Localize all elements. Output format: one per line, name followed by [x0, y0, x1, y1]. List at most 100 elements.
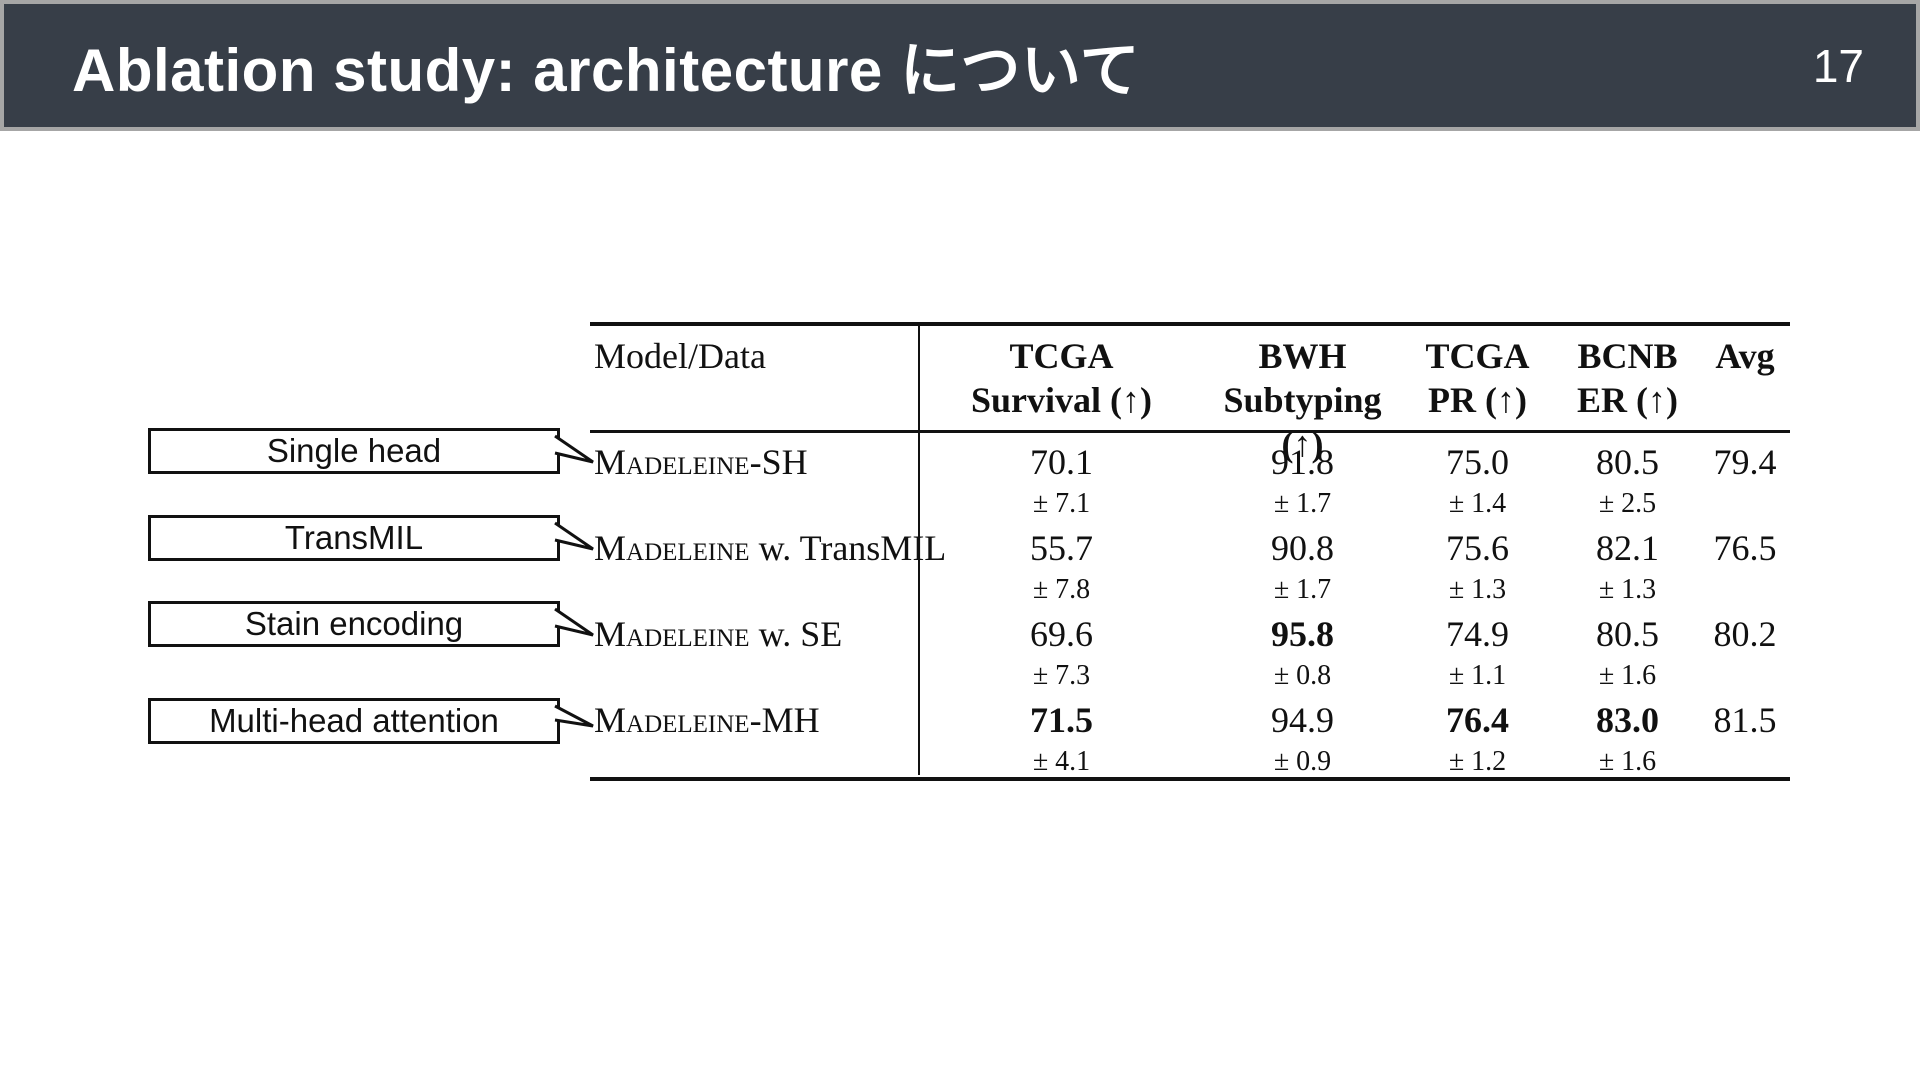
cell-value: 70.1 [1030, 442, 1093, 482]
callout-pointer-icon [554, 704, 594, 728]
cell-stddev: ± 7.8 [1032, 574, 1091, 605]
cell-value: 74.9 [1446, 614, 1509, 654]
cell-stddev: ± 1.6 [1598, 746, 1657, 777]
model-name-suffix: -SH [749, 442, 808, 482]
cell-value: 79.4 [1713, 442, 1777, 482]
column-header-tcga-pr: TCGA PR (↑) [1400, 334, 1555, 422]
model-name-smallcaps: Madeleine [594, 614, 750, 654]
table-cell: 69.6 ± 7.3 [918, 611, 1205, 695]
callout-pointer-icon [554, 521, 594, 551]
cell-value: 95.8 [1271, 614, 1334, 654]
column-header-line2: Subtyping (↑) [1223, 380, 1382, 464]
model-name-suffix: -MH [749, 700, 820, 740]
callout-label: Stain encoding [244, 605, 464, 642]
cell-stddev: ± 1.6 [1598, 660, 1657, 691]
cell-stddev: ± 0.8 [1273, 660, 1332, 691]
cell-value: 75.6 [1446, 528, 1509, 568]
cell-stddev: ± 1.2 [1448, 746, 1507, 777]
table-cell: 55.7 ± 7.8 [918, 525, 1205, 609]
table-bottom-rule [590, 777, 1790, 781]
table-vertical-rule [918, 326, 920, 775]
table-cell: 75.0 ± 1.4 [1400, 439, 1555, 523]
table-cell: 79.4 [1700, 439, 1790, 485]
column-header-avg: Avg [1700, 334, 1790, 378]
table-row: Madeleine-SH 70.1 ± 7.1 91.8 ± 1.7 75.0 ± 1… [590, 433, 1790, 519]
table-cell: 90.8 ± 1.7 [1205, 525, 1400, 609]
cell-stddev: ± 1.3 [1598, 574, 1657, 605]
cell-value: 81.5 [1713, 700, 1777, 740]
cell-value: 69.6 [1030, 614, 1093, 654]
model-name: Madeleine w. TransMIL [590, 525, 946, 571]
cell-stddev: ± 1.1 [1448, 660, 1507, 691]
table-cell: 70.1 ± 7.1 [918, 439, 1205, 523]
model-name-smallcaps: Madeleine [594, 528, 750, 568]
table-header-row: Model/Data TCGA Survival (↑) BWH Subtypi… [590, 326, 1790, 464]
cell-value: 80.5 [1596, 442, 1659, 482]
slide-title: Ablation study: architecture について [72, 37, 1141, 104]
cell-stddev: ± 7.1 [1032, 488, 1091, 519]
table-top-rule [590, 322, 1790, 326]
cell-value: 94.9 [1271, 700, 1334, 740]
table-cell: 76.4 ± 1.2 [1400, 697, 1555, 781]
cell-stddev: ± 1.7 [1273, 488, 1332, 519]
cell-value: 80.2 [1713, 614, 1777, 654]
table-cell: 76.5 [1700, 525, 1790, 571]
slide-header: Ablation study: architecture について 17 [0, 0, 1920, 131]
model-name: Madeleine w. SE [590, 611, 918, 657]
cell-value: 80.5 [1596, 614, 1659, 654]
table-row: Madeleine-MH 71.5 ± 4.1 94.9 ± 0.9 76.4 ± 1… [590, 691, 1790, 777]
table-cell: 71.5 ± 4.1 [918, 697, 1205, 781]
callout-label: Multi-head attention [209, 702, 499, 739]
callout-single-head: Single head [148, 428, 594, 474]
column-header-line1: BCNB [1577, 336, 1678, 376]
table-cell: 80.5 ± 2.5 [1555, 439, 1700, 523]
model-name-suffix: w. TransMIL [749, 528, 947, 568]
cell-stddev: ± 4.1 [1032, 746, 1091, 777]
table-cell: 91.8 ± 1.7 [1205, 439, 1400, 523]
model-name: Madeleine-SH [590, 439, 918, 485]
column-header-line2: Survival (↑) [970, 380, 1152, 420]
column-header-line1: TCGA [1009, 336, 1114, 376]
cell-value: 55.7 [1030, 528, 1093, 568]
cell-value: 91.8 [1271, 442, 1334, 482]
model-name-smallcaps: Madeleine [594, 442, 750, 482]
table-cell: 75.6 ± 1.3 [1400, 525, 1555, 609]
column-header-line2: PR (↑) [1428, 380, 1527, 420]
cell-stddev: ± 2.5 [1598, 488, 1657, 519]
cell-value: 76.4 [1446, 700, 1509, 740]
table-row: Madeleine w. SE 69.6 ± 7.3 95.8 ± 0.8 74.9… [590, 605, 1790, 691]
table-cell: 95.8 ± 0.8 [1205, 611, 1400, 695]
results-table: Model/Data TCGA Survival (↑) BWH Subtypi… [590, 322, 1790, 781]
cell-value: 82.1 [1596, 528, 1659, 568]
callout-transmil: TransMIL [148, 515, 594, 561]
cell-stddev: ± 0.9 [1273, 746, 1332, 777]
column-header-tcga-survival: TCGA Survival (↑) [918, 334, 1205, 422]
callout-stain-encoding: Stain encoding [148, 601, 594, 647]
table-cell: 80.5 ± 1.6 [1555, 611, 1700, 695]
cell-stddev: ± 1.3 [1448, 574, 1507, 605]
cell-value: 76.5 [1713, 528, 1777, 568]
table-cell: 80.2 [1700, 611, 1790, 657]
cell-value: 90.8 [1271, 528, 1334, 568]
column-header-model-data: Model/Data [594, 336, 766, 376]
table-cell: 83.0 ± 1.6 [1555, 697, 1700, 781]
cell-value: 75.0 [1446, 442, 1509, 482]
column-header-line1: Avg [1715, 336, 1775, 376]
column-header-line1: BWH [1258, 336, 1347, 376]
callout-pointer-icon [554, 434, 594, 464]
cell-stddev: ± 1.7 [1273, 574, 1332, 605]
callout-label: TransMIL [284, 519, 424, 556]
model-name: Madeleine-MH [590, 697, 918, 743]
table-cell: 81.5 [1700, 697, 1790, 743]
column-header-bcnb-er: BCNB ER (↑) [1555, 334, 1700, 422]
column-header-bwh-subtyping: BWH Subtyping (↑) [1205, 334, 1400, 466]
cell-value: 83.0 [1596, 700, 1659, 740]
table-cell: 82.1 ± 1.3 [1555, 525, 1700, 609]
callout-multi-head-attention: Multi-head attention [148, 698, 594, 744]
table-row: Madeleine w. TransMIL 55.7 ± 7.8 90.8 ± 1.… [590, 519, 1790, 605]
cell-value: 71.5 [1030, 700, 1093, 740]
callout-pointer-icon [554, 607, 594, 637]
column-header-line2: ER (↑) [1577, 380, 1678, 420]
model-name-suffix: w. SE [749, 614, 843, 654]
model-name-smallcaps: Madeleine [594, 700, 750, 740]
